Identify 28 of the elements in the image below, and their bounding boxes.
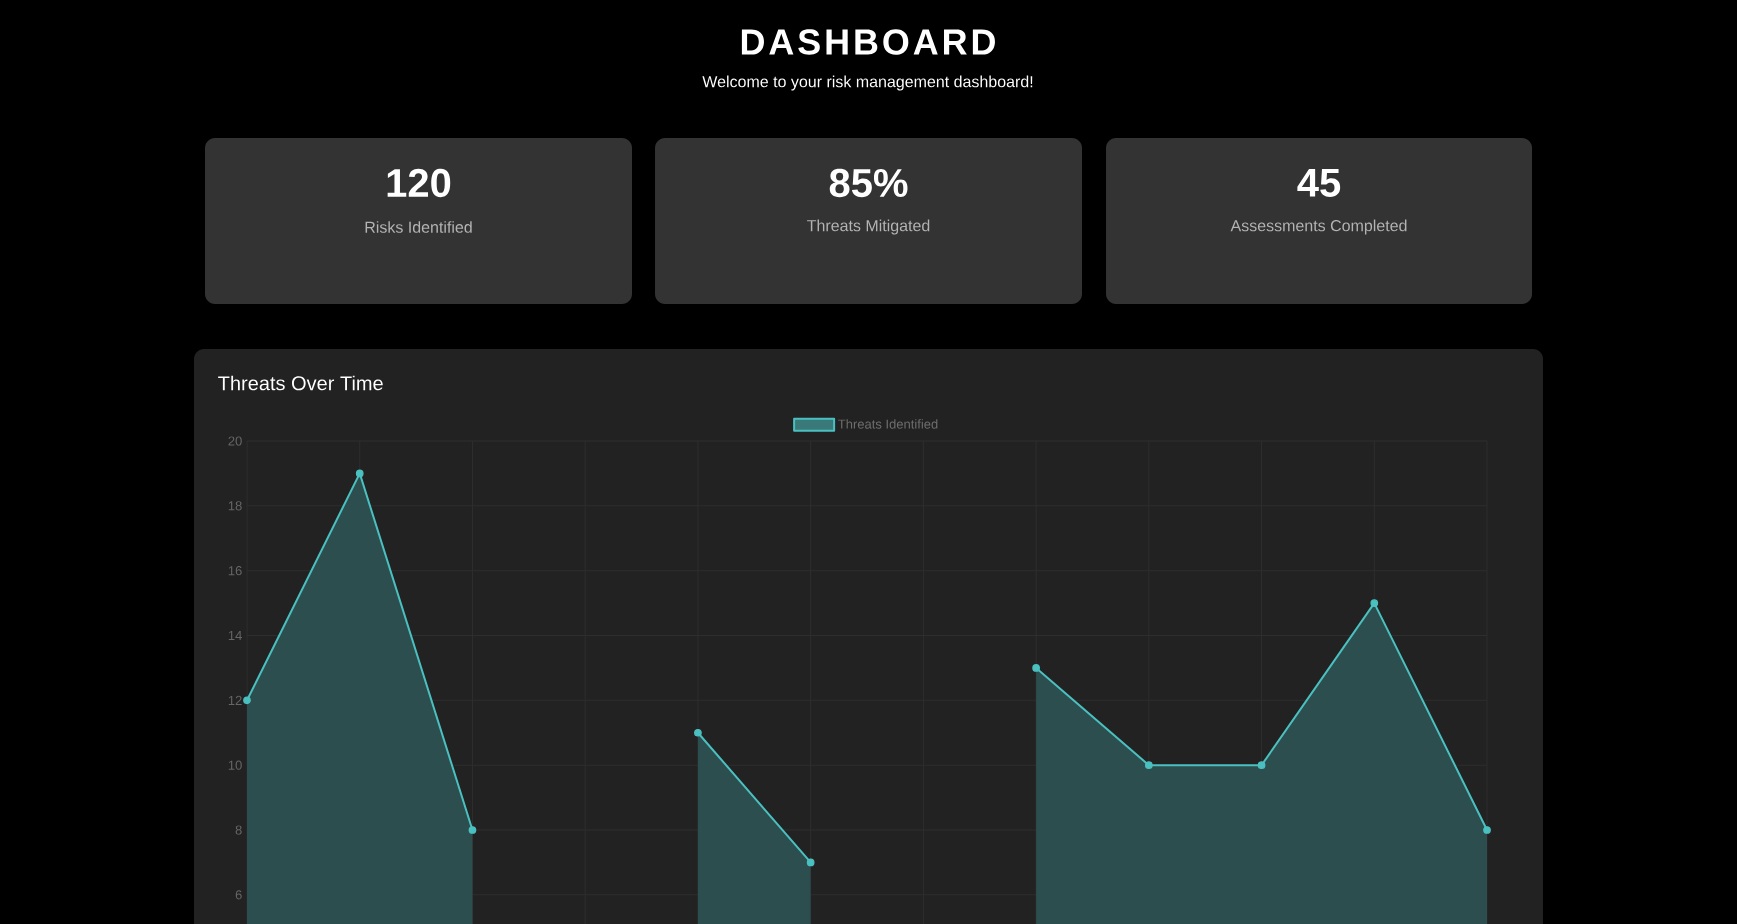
point bbox=[806, 858, 815, 867]
text: 45 bbox=[1297, 169, 1341, 197]
point bbox=[468, 826, 477, 834]
y-tick-label: 14 bbox=[228, 631, 242, 640]
text: Risks Identified bbox=[365, 221, 472, 233]
point bbox=[1144, 761, 1153, 770]
point bbox=[243, 696, 251, 705]
text: 85% bbox=[829, 168, 908, 198]
text: DASHBOARD bbox=[741, 29, 995, 55]
y-tick-label: 6 bbox=[235, 890, 242, 900]
legend-label: Threats Identified bbox=[838, 419, 938, 429]
point bbox=[1257, 761, 1266, 770]
y-tick-label: 18 bbox=[228, 501, 242, 511]
point bbox=[1032, 664, 1040, 672]
y-tick-label: 10 bbox=[228, 760, 242, 770]
point bbox=[1483, 826, 1491, 834]
y-tick-label: 12 bbox=[228, 695, 242, 705]
point bbox=[355, 469, 364, 478]
point bbox=[1370, 599, 1379, 607]
y-tick-label: 20 bbox=[228, 436, 242, 446]
text: Welcome to your risk management dashboard! bbox=[702, 75, 1033, 91]
y-tick-label: 16 bbox=[228, 566, 242, 576]
text: 120 bbox=[387, 168, 451, 198]
chart-title: Threats Over Time bbox=[218, 375, 383, 391]
text: Threats Mitigated bbox=[807, 219, 930, 235]
point bbox=[694, 728, 702, 737]
y-tick-label: 8 bbox=[235, 825, 242, 835]
text: Assessments Completed bbox=[1230, 219, 1407, 235]
